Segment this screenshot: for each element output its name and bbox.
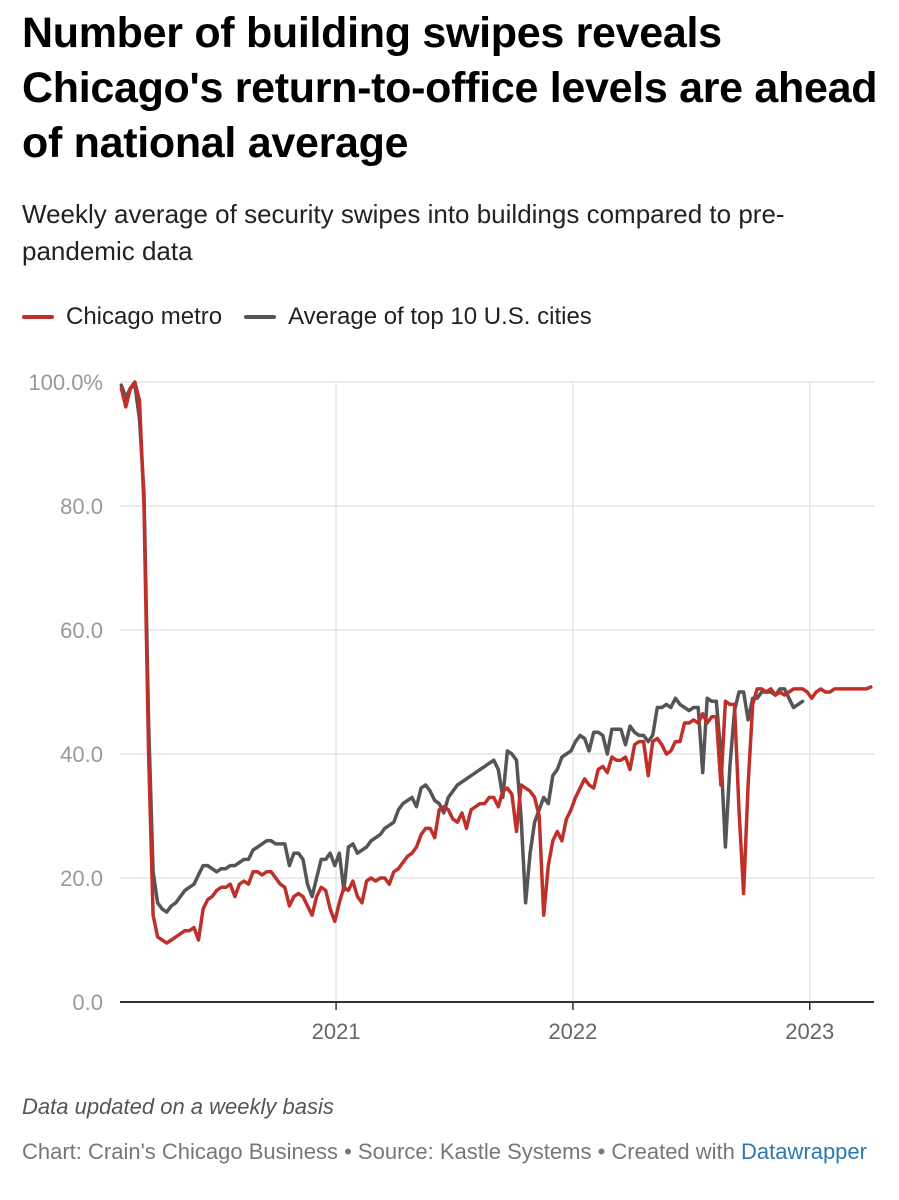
y-axis-ticks: 0.0 20.0 40.0 60.0 80.0 100.0%: [28, 370, 103, 1015]
chart-subtitle: Weekly average of security swipes into b…: [22, 199, 785, 266]
y-tick-label: 20.0: [60, 866, 103, 891]
legend-item-chicago: Chicago metro: [22, 303, 222, 331]
legend-swatch-chicago: [22, 315, 54, 319]
legend-item-national: Average of top 10 U.S. cities: [244, 303, 592, 331]
gridlines: [120, 381, 874, 1002]
legend-label-chicago: Chicago metro: [66, 303, 223, 330]
legend: Chicago metro Average of top 10 U.S. cit…: [22, 300, 614, 334]
series-line-top10-average: [119, 383, 805, 914]
x-tick-label: 2021: [312, 1019, 361, 1044]
chart-credits: Chart: Crain's Chicago Business • Source…: [22, 1136, 882, 1167]
x-tick-label: 2022: [548, 1019, 597, 1044]
series-line-chicago-metro: [119, 380, 873, 945]
chart-title: Number of building swipes reveals Chicag…: [22, 9, 878, 167]
series-lines: [119, 380, 873, 945]
y-tick-label: 0.0: [72, 990, 103, 1015]
y-tick-label: 80.0: [60, 494, 103, 519]
chart-notes: Data updated on a weekly basis: [22, 1094, 334, 1119]
y-tick-label: 40.0: [60, 742, 103, 767]
legend-swatch-national: [244, 315, 277, 319]
y-tick-label: 100.0%: [28, 370, 103, 395]
credit-text: Chart: Crain's Chicago Business • Source…: [22, 1139, 735, 1164]
legend-label-national: Average of top 10 U.S. cities: [288, 303, 592, 330]
x-axis-ticks: 2021 2022 2023: [312, 1002, 834, 1044]
line-chart: 0.0 20.0 40.0 60.0 80.0 100.0% 2021 2022 2023: [28, 370, 874, 1044]
y-tick-label: 60.0: [60, 618, 103, 643]
datawrapper-link[interactable]: Datawrapper: [741, 1139, 867, 1164]
x-tick-label: 2023: [785, 1019, 834, 1044]
